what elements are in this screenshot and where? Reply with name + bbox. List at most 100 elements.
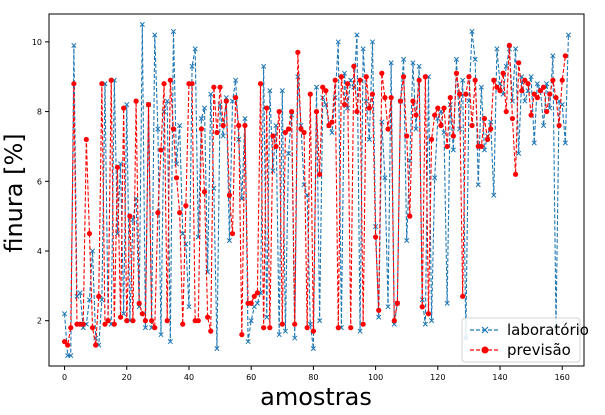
- data-point-x: [531, 140, 537, 146]
- data-point-x: [522, 98, 528, 104]
- data-point: [307, 91, 313, 97]
- legend-laboratorio-marker: [481, 326, 489, 334]
- data-point: [86, 230, 93, 237]
- data-point-x: [457, 126, 463, 132]
- data-point-x: [270, 168, 276, 174]
- data-point-x: [376, 314, 382, 320]
- data-point-x: [307, 321, 313, 327]
- data-point-x: [444, 300, 450, 306]
- data-point: [273, 143, 279, 150]
- data-point: [71, 81, 77, 87]
- data-point: [335, 325, 341, 331]
- data-point-x: [189, 63, 195, 69]
- x-tick-label: 100: [368, 373, 383, 382]
- data-point: [540, 84, 547, 90]
- legend-laboratorio-label: laboratório: [507, 321, 589, 339]
- data-point-x: [264, 314, 270, 320]
- data-point-x: [77, 290, 83, 296]
- data-point: [198, 126, 205, 132]
- data-point-x: [198, 116, 204, 122]
- data-point: [422, 74, 428, 80]
- data-point-x: [503, 63, 509, 69]
- data-point-x: [229, 98, 236, 104]
- data-point-x: [267, 88, 273, 94]
- data-point-x: [385, 304, 391, 310]
- data-point: [214, 129, 220, 136]
- data-point-x: [167, 339, 173, 345]
- data-point-x: [472, 56, 478, 62]
- data-point: [257, 81, 264, 87]
- data-point-x: [233, 77, 239, 83]
- data-point: [329, 119, 335, 125]
- data-point-x: [422, 321, 428, 327]
- data-point: [525, 81, 531, 87]
- data-point: [149, 318, 155, 324]
- data-point-x: [516, 150, 522, 156]
- data-point-x: [329, 129, 335, 136]
- data-point: [96, 293, 102, 299]
- data-point-x: [292, 335, 298, 341]
- data-point-x: [382, 175, 388, 181]
- data-point: [544, 108, 550, 115]
- data-point: [114, 164, 121, 170]
- data-point-x: [345, 105, 351, 111]
- x-tick-label: 60: [246, 373, 256, 382]
- x-tick-label: 140: [492, 373, 507, 382]
- data-point: [404, 133, 410, 139]
- data-point-x: [565, 32, 572, 38]
- data-point: [366, 105, 372, 111]
- x-tick-label: 0: [62, 373, 67, 382]
- data-point-x: [550, 53, 556, 59]
- data-point: [229, 230, 236, 237]
- data-point: [432, 112, 438, 118]
- data-point-x: [488, 119, 494, 125]
- data-point: [127, 213, 133, 219]
- data-point: [142, 318, 149, 324]
- data-point-x: [534, 81, 540, 87]
- data-point-x: [369, 39, 376, 45]
- data-point-x: [354, 32, 360, 38]
- data-point: [363, 74, 369, 80]
- data-point: [354, 108, 360, 115]
- data-point: [121, 105, 127, 111]
- data-point-x: [528, 74, 534, 80]
- data-point: [372, 234, 379, 240]
- series-previsao: [61, 42, 568, 348]
- data-point: [108, 77, 114, 83]
- data-point: [99, 81, 105, 87]
- data-point: [117, 314, 124, 320]
- data-point: [68, 325, 74, 331]
- x-tick-label: 160: [555, 373, 570, 382]
- data-point: [111, 321, 117, 327]
- data-point-x: [121, 311, 127, 317]
- data-point-x: [513, 46, 519, 52]
- data-point: [410, 98, 416, 104]
- data-point-x: [124, 102, 130, 108]
- data-point: [177, 210, 183, 216]
- data-point-x: [248, 318, 254, 324]
- data-point-x: [192, 46, 198, 52]
- y-tick-label: 2: [37, 317, 42, 326]
- y-tick-label: 8: [37, 108, 42, 117]
- data-point: [180, 321, 186, 327]
- data-point: [211, 84, 217, 90]
- data-point-x: [460, 77, 466, 83]
- data-point: [320, 84, 326, 90]
- data-point-x: [142, 325, 148, 331]
- data-point-x: [261, 63, 267, 69]
- data-point: [223, 98, 229, 104]
- data-point-x: [491, 192, 497, 198]
- x-tick-label: 80: [308, 373, 318, 382]
- data-point-x: [494, 46, 500, 52]
- data-point: [419, 304, 425, 310]
- data-point-x: [453, 56, 460, 62]
- data-point: [491, 77, 497, 83]
- data-point: [460, 293, 466, 299]
- data-point-x: [61, 311, 68, 317]
- data-point: [425, 311, 432, 317]
- data-point: [155, 210, 161, 216]
- data-point: [248, 300, 254, 306]
- data-point: [397, 98, 404, 104]
- y-tick-label: 10: [32, 38, 42, 47]
- data-point-x: [388, 60, 394, 66]
